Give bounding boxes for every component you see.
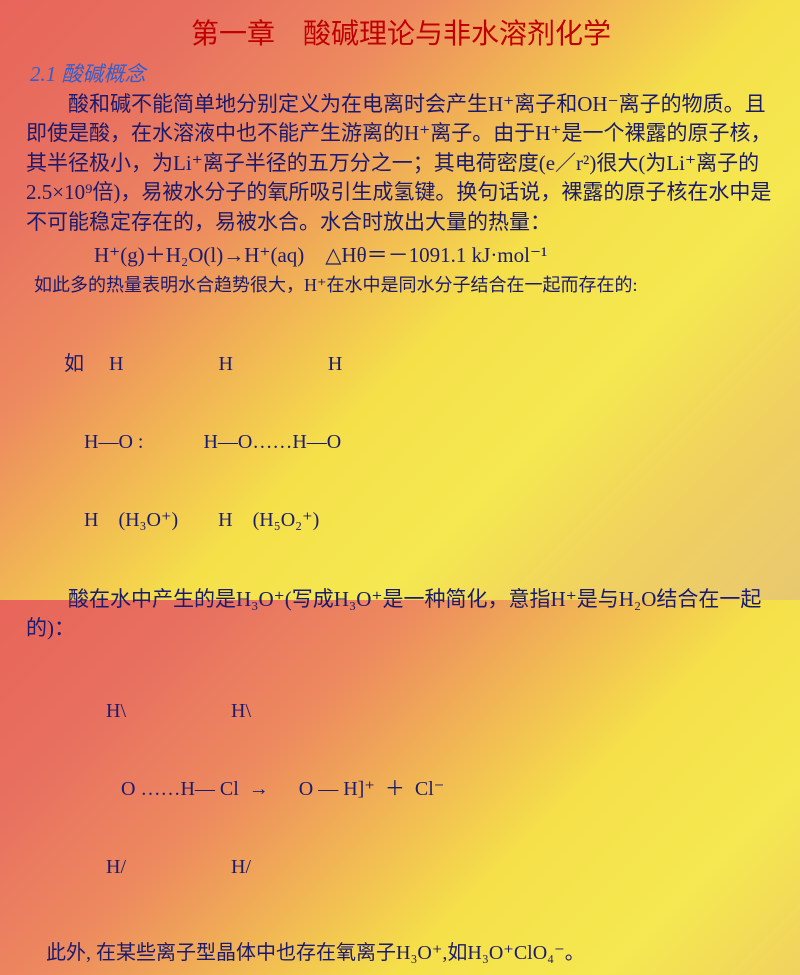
paragraph-2: 酸在水中产生的是H₃O⁺(写成H₃O⁺是一种简化，意指H⁺是与H₂O结合在一起的… bbox=[26, 585, 776, 644]
paragraph-1: 酸和碱不能简单地分别定义为在电离时会产生H⁺离子和OH⁻离子的物质。且即使是酸，… bbox=[26, 90, 776, 237]
note-1: 如此多的热量表明水合趋势很大，H⁺在水中是同水分子结合在一起而存在的: bbox=[34, 271, 776, 297]
section-heading: 2.1 酸碱概念 bbox=[30, 58, 776, 88]
react-line: H\ H\ bbox=[106, 698, 776, 724]
structure-diagrams: 如 H H H H—O : H—O……H—O H (H₃O⁺) H (H₅O₂⁺… bbox=[64, 299, 776, 585]
react-line: O ……H— Cl → O — H]⁺ ＋ Cl⁻ bbox=[106, 776, 776, 802]
footer-note: 此外, 在某些离子型晶体中也存在氧离子H₃O⁺,如H₃O⁺ClO₄⁻。 bbox=[46, 936, 776, 965]
diag-line: 如 H H H bbox=[64, 351, 776, 377]
chapter-title: 第一章 酸碱理论与非水溶剂化学 bbox=[26, 12, 776, 52]
slide-page: 第一章 酸碱理论与非水溶剂化学 2.1 酸碱概念 酸和碱不能简单地分别定义为在电… bbox=[0, 0, 800, 975]
diag-line: H—O : H—O……H—O bbox=[64, 429, 776, 455]
react-line: H/ H/ bbox=[106, 854, 776, 880]
equation-1: H⁺(g)＋H₂O(l)→H⁺(aq) △Hθ＝－1091.1 kJ·mol⁻¹ bbox=[94, 239, 776, 269]
reaction-diagram: H\ H\ O ……H— Cl → O — H]⁺ ＋ Cl⁻ H/ H/ bbox=[106, 646, 776, 932]
diag-line: H (H₃O⁺) H (H₅O₂⁺) bbox=[64, 507, 776, 533]
